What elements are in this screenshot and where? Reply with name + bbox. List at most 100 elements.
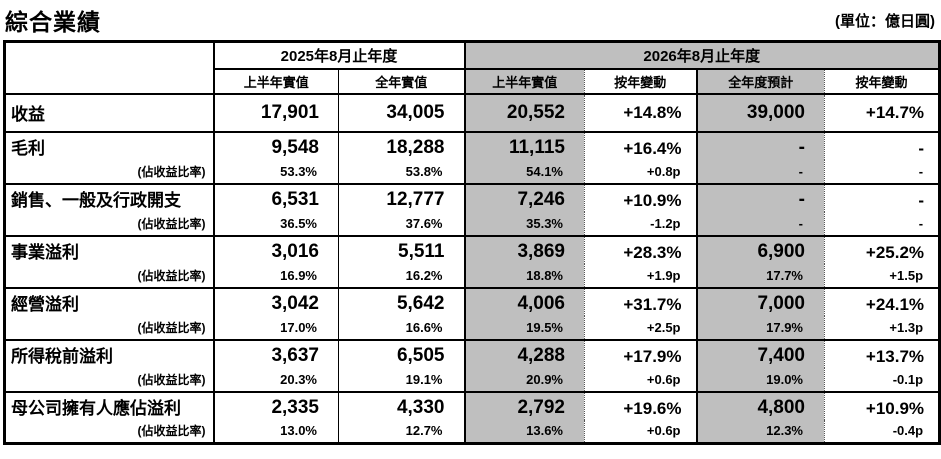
value-cell: +14.7% — [823, 92, 940, 132]
table-row: 收益 17,901 34,005 20,552 +14.8% 39,000 +14.7% — [4, 92, 940, 132]
value-cell: 3,016 — [212, 234, 339, 264]
col-header-2026-full-year-forecast: 全年度預計 — [695, 68, 825, 95]
ratio-cell: 54.1% — [463, 159, 585, 184]
table-row: 銷售、一般及行政開支 6,531 12,777 7,246 +10.9% - - — [4, 182, 940, 212]
table-row: 母公司擁有人應佔溢利 2,335 4,330 2,792 +19.6% 4,800 +10.… — [4, 390, 940, 420]
ratio-cell: 16.9% — [212, 263, 339, 288]
col-header-2026-yoy-change-fy: 按年變動 — [823, 68, 940, 95]
value-cell: +24.1% — [823, 286, 940, 316]
table-row-ratio: (佔收益比率) 20.3% 19.1% 20.9% +0.6p 19.0% -0.1p — [5, 367, 940, 392]
ratio-cell: +1.5p — [823, 263, 940, 288]
value-cell: 3,869 — [463, 234, 585, 264]
table-row: 毛利 9,548 18,288 11,115 +16.4% - - — [4, 130, 940, 160]
value-cell: +28.3% — [584, 234, 697, 264]
table-body: 收益 17,901 34,005 20,552 +14.8% 39,000 +14.7% 毛利… — [4, 92, 940, 444]
value-cell: 6,531 — [212, 182, 339, 212]
ratio-cell: 13.6% — [463, 419, 585, 444]
value-cell: 7,246 — [463, 182, 585, 212]
ratio-row-label: (佔收益比率) — [137, 268, 206, 283]
table-row-ratio: (佔收益比率) 16.9% 16.2% 18.8% +1.9p 17.7% +1.5p — [5, 263, 940, 288]
value-cell: 11,115 — [463, 130, 585, 160]
table-row-ratio: (佔收益比率) 17.0% 16.6% 19.5% +2.5p 17.9% +1.3p — [5, 315, 940, 340]
value-cell: 5,511 — [338, 234, 465, 264]
table-row-ratio: (佔收益比率) 13.0% 12.7% 13.6% +0.6p 12.3% -0.4p — [5, 419, 940, 444]
value-cell: +14.8% — [584, 92, 697, 132]
ratio-cell: 12.7% — [338, 419, 465, 444]
ratio-cell: 19.5% — [463, 315, 585, 340]
ratio-cell: 12.3% — [695, 419, 825, 444]
ratio-row-label: (佔收益比率) — [137, 372, 206, 387]
value-cell: +13.7% — [823, 338, 940, 368]
ratio-cell: 16.2% — [338, 263, 465, 288]
value-cell: 2,792 — [463, 390, 585, 420]
value-cell: - — [695, 182, 825, 212]
ratio-cell: 37.6% — [338, 211, 465, 236]
ratio-cell: 18.8% — [463, 263, 585, 288]
table-row-ratio: (佔收益比率) 53.3% 53.8% 54.1% +0.8p - - — [5, 159, 940, 184]
row-label: 事業溢利 — [4, 234, 214, 264]
value-cell: 3,042 — [212, 286, 339, 316]
page-title: 綜合業績 — [5, 9, 101, 35]
corner-cell — [4, 41, 215, 95]
group-header-fy2026: 2026年8月止年度 — [463, 41, 940, 70]
ratio-cell: - — [823, 211, 940, 236]
value-cell: 5,642 — [338, 286, 465, 316]
value-cell: +31.7% — [584, 286, 697, 316]
ratio-cell: 20.3% — [212, 367, 339, 392]
value-cell: 6,900 — [695, 234, 825, 264]
ratio-cell: 19.0% — [695, 367, 825, 392]
value-cell: 17,901 — [212, 92, 339, 132]
ratio-cell: - — [695, 159, 825, 184]
value-cell: +25.2% — [823, 234, 940, 264]
ratio-cell: +1.9p — [584, 263, 697, 288]
table-header: 2025年8月止年度 2026年8月止年度 上半年實值 全年實值 上半年實值 按… — [4, 41, 940, 95]
value-cell: 2,335 — [212, 390, 339, 420]
table-row: 經營溢利 3,042 5,642 4,006 +31.7% 7,000 +24.1% — [4, 286, 940, 316]
ratio-row-label: (佔收益比率) — [137, 320, 206, 335]
ratio-cell: +1.3p — [823, 315, 940, 340]
value-cell: - — [823, 130, 940, 160]
ratio-cell: 53.8% — [338, 159, 465, 184]
value-cell: - — [695, 130, 825, 160]
value-cell: 4,006 — [463, 286, 585, 316]
value-cell: +19.6% — [584, 390, 697, 420]
value-cell: 39,000 — [695, 92, 825, 132]
ratio-cell: 17.9% — [695, 315, 825, 340]
row-label: 經營溢利 — [4, 286, 214, 316]
ratio-cell: 53.3% — [212, 159, 339, 184]
ratio-cell: - — [695, 211, 825, 236]
value-cell: +17.9% — [584, 338, 697, 368]
value-cell: 18,288 — [338, 130, 465, 160]
value-cell: 6,505 — [338, 338, 465, 368]
ratio-cell: 16.6% — [338, 315, 465, 340]
top-bar: 綜合業績 (單位：億日圓) — [0, 0, 941, 40]
ratio-cell: +0.6p — [584, 419, 697, 444]
value-cell: 4,330 — [338, 390, 465, 420]
ratio-cell: -0.4p — [823, 419, 940, 444]
ratio-cell: -0.1p — [823, 367, 940, 392]
value-cell: 12,777 — [338, 182, 465, 212]
value-cell: +10.9% — [823, 390, 940, 420]
ratio-cell: 36.5% — [212, 211, 339, 236]
row-label: 所得稅前溢利 — [4, 338, 214, 368]
value-cell: 7,400 — [695, 338, 825, 368]
value-cell: 7,000 — [695, 286, 825, 316]
value-cell: 34,005 — [338, 92, 465, 132]
value-cell: 9,548 — [212, 130, 339, 160]
col-header-2025-full-year: 全年實值 — [338, 68, 465, 95]
ratio-cell: 17.0% — [212, 315, 339, 340]
ratio-row-label: (佔收益比率) — [137, 164, 206, 179]
ratio-row-label: (佔收益比率) — [137, 216, 206, 231]
col-header-2025-first-half: 上半年實值 — [212, 68, 339, 95]
value-cell: 20,552 — [463, 92, 585, 132]
ratio-cell: +0.6p — [584, 367, 697, 392]
table-row: 所得稅前溢利 3,637 6,505 4,288 +17.9% 7,400 +13.7% — [4, 338, 940, 368]
row-label: 收益 — [4, 92, 214, 132]
ratio-cell: 19.1% — [338, 367, 465, 392]
value-cell: +16.4% — [584, 130, 697, 160]
value-cell: 3,637 — [212, 338, 339, 368]
row-label: 銷售、一般及行政開支 — [4, 182, 214, 212]
results-table: 2025年8月止年度 2026年8月止年度 上半年實值 全年實值 上半年實值 按… — [3, 40, 941, 445]
ratio-cell: +2.5p — [584, 315, 697, 340]
row-label: 毛利 — [4, 130, 214, 160]
